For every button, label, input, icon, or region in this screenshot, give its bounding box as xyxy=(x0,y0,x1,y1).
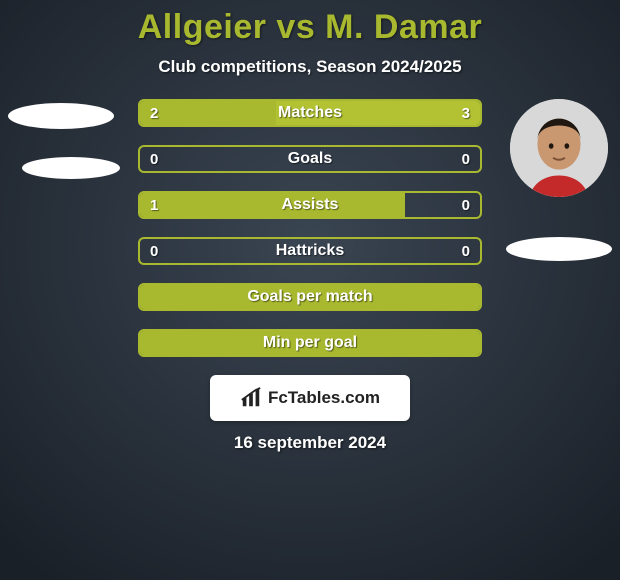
stat-label: Hattricks xyxy=(140,239,480,263)
badge-text: FcTables.com xyxy=(268,388,380,408)
stat-bar-left xyxy=(140,285,480,309)
stat-row: Matches23 xyxy=(138,99,482,127)
stat-value-right: 0 xyxy=(462,193,470,217)
stat-row: Hattricks0 0 xyxy=(138,237,482,265)
stat-bars: Matches23Goals00Assists10Hattricks00Goal… xyxy=(138,99,482,357)
footer-date: 16 september 2024 xyxy=(234,433,386,453)
compare-area: Matches23Goals00Assists10Hattricks00Goal… xyxy=(0,99,620,357)
subtitle: Club competitions, Season 2024/2025 xyxy=(158,57,461,77)
chart-icon xyxy=(240,387,262,409)
stat-bar-left xyxy=(140,193,405,217)
stat-bar-right xyxy=(276,101,480,125)
stat-label: Goals xyxy=(140,147,480,171)
decorative-oval xyxy=(22,157,120,179)
stat-bar-left xyxy=(140,331,480,355)
stat-row: Assists10 xyxy=(138,191,482,219)
stat-value-right: 0 xyxy=(462,147,470,171)
stat-row: Min per goal xyxy=(138,329,482,357)
stat-value-left: 0 xyxy=(150,239,158,263)
stat-row: Goals per match xyxy=(138,283,482,311)
decorative-oval xyxy=(506,237,612,261)
player-right-avatar xyxy=(510,99,608,197)
decorative-oval xyxy=(8,103,114,129)
stat-value-right: 0 xyxy=(462,239,470,263)
fctables-badge[interactable]: FcTables.com xyxy=(210,375,410,421)
page-title: Allgeier vs M. Damar xyxy=(138,8,482,47)
stat-bar-left xyxy=(140,101,276,125)
stat-value-left: 0 xyxy=(150,147,158,171)
stat-row: Goals0 0 xyxy=(138,145,482,173)
